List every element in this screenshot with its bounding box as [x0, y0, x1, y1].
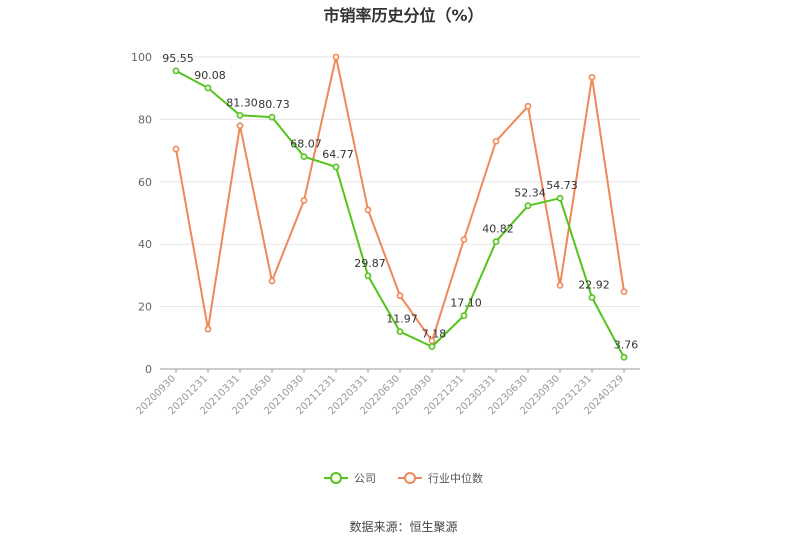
company-data-point: [524, 202, 532, 210]
company-data-point: [620, 353, 628, 361]
company-data-point: [588, 294, 596, 301]
company-data-point: [236, 111, 244, 119]
company-data-point: [556, 194, 564, 202]
company-data-point: [204, 84, 212, 92]
company-data-label: 11.97: [386, 313, 418, 326]
legend-label-industry-median: 行业中位数: [428, 472, 483, 485]
company-data-point: [332, 163, 340, 171]
company-data-label: 7.18: [422, 328, 447, 341]
y-tick-label: 60: [138, 176, 152, 189]
legend-label-company: 公司: [354, 472, 376, 485]
industry-median-data-point: [268, 277, 276, 285]
industry-median-data-point: [332, 53, 340, 61]
industry-median-data-point: [492, 137, 500, 145]
industry-median-data-point: [620, 288, 628, 296]
company-data-label: 40.82: [482, 223, 514, 236]
company-data-label: 3.76: [614, 338, 639, 351]
y-tick-label: 100: [131, 51, 152, 64]
industry-median-data-point: [524, 102, 532, 110]
chart-title: 市销率历史分位（%）: [323, 6, 484, 25]
company-data-label: 17.10: [450, 297, 482, 310]
company-data-point: [268, 113, 276, 121]
legend-marker-industry-icon: [398, 472, 422, 484]
company-data-point: [300, 153, 308, 161]
company-data-point: [460, 312, 468, 320]
y-tick-label: 0: [145, 363, 152, 376]
company-data-point: [364, 272, 372, 280]
company-data-label: 81.30: [226, 96, 258, 109]
industry-median-data-point: [588, 73, 596, 81]
company-data-label: 80.73: [258, 98, 290, 111]
legend-marker-company-icon: [324, 472, 348, 484]
company-data-label: 22.92: [578, 278, 610, 291]
company-data-point: [172, 67, 180, 75]
company-data-point: [396, 328, 404, 336]
data-source: 数据来源：恒生聚源: [349, 520, 458, 534]
company-data-label: 95.55: [162, 52, 194, 65]
company-data-point: [428, 343, 436, 350]
legend-item-industry-median[interactable]: 行业中位数: [398, 470, 483, 486]
industry-median-data-point: [300, 197, 308, 204]
legend-item-company[interactable]: 公司: [324, 470, 376, 486]
industry-median-data-point: [556, 281, 564, 289]
y-tick-label: 20: [138, 301, 152, 314]
industry-median-data-point: [172, 145, 180, 153]
company-data-point: [492, 238, 500, 246]
legend: 公司 行业中位数: [0, 470, 807, 486]
industry-median-data-point: [236, 122, 244, 130]
company-data-label: 68.07: [290, 138, 322, 151]
industry-median-data-point: [396, 292, 404, 300]
company-data-label: 52.34: [514, 187, 546, 200]
company-data-label: 29.87: [354, 257, 386, 270]
y-tick-label: 80: [138, 113, 152, 126]
y-tick-label: 40: [138, 238, 152, 251]
company-data-label: 64.77: [322, 148, 354, 161]
industry-median-data-point: [460, 236, 468, 243]
industry-median-data-point: [204, 325, 212, 333]
company-data-label: 54.73: [546, 179, 578, 192]
industry-median-data-point: [364, 206, 372, 214]
company-data-label: 90.08: [194, 69, 226, 82]
